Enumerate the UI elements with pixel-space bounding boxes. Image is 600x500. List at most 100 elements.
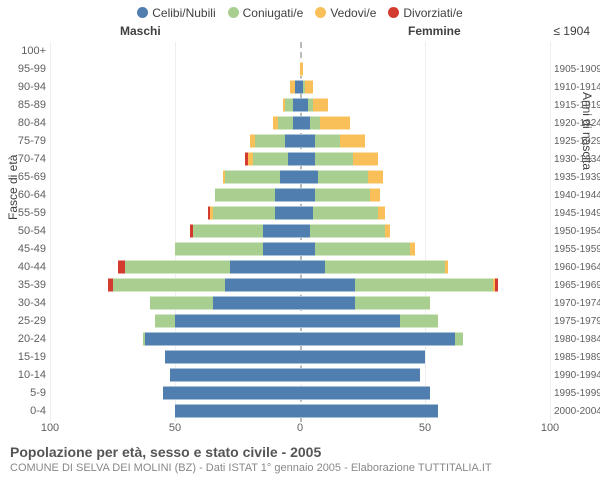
pyramid-row: 5-91995-1999 [50, 384, 550, 402]
segment-married [278, 116, 293, 130]
segment-widowed [353, 152, 378, 166]
pyramid-row: 75-791925-1929 [50, 132, 550, 150]
male-bar [50, 386, 300, 400]
segment-married [253, 152, 288, 166]
legend-swatch [137, 7, 148, 18]
segment-single [288, 152, 301, 166]
segment-married [355, 296, 430, 310]
age-label: 85-89 [0, 99, 50, 111]
x-tick: 0 [297, 422, 303, 434]
female-bar [300, 116, 550, 130]
bar-group [50, 278, 550, 292]
x-tick: 50 [169, 422, 181, 434]
segment-widowed [370, 188, 380, 202]
pyramid-row: 15-191985-1989 [50, 348, 550, 366]
bar-group [50, 170, 550, 184]
segment-married [255, 134, 285, 148]
birth-year-label: 1955-1959 [550, 244, 600, 255]
male-bar [50, 350, 300, 364]
age-label: 45-49 [0, 243, 50, 255]
birth-year-label: 1945-1949 [550, 208, 600, 219]
bar-group [50, 386, 550, 400]
male-bar [50, 206, 300, 220]
segment-single [170, 368, 300, 382]
segment-widowed [368, 170, 383, 184]
legend-label: Vedovi/e [330, 6, 376, 20]
legend-swatch [228, 7, 239, 18]
bar-group [50, 80, 550, 94]
bar-group [50, 314, 550, 328]
female-bar [300, 170, 550, 184]
segment-single [225, 278, 300, 292]
legend: Celibi/NubiliConiugati/eVedovi/eDivorzia… [0, 0, 600, 24]
segment-married [355, 278, 493, 292]
age-label: 65-69 [0, 171, 50, 183]
segment-married [315, 152, 353, 166]
male-bar [50, 404, 300, 418]
female-bar [300, 314, 550, 328]
segment-divorced [118, 260, 126, 274]
legend-label: Divorziati/e [403, 6, 462, 20]
male-bar [50, 80, 300, 94]
segment-widowed [313, 98, 328, 112]
segment-married [193, 224, 263, 238]
age-label: 100+ [0, 45, 50, 57]
birth-year-label: 1970-1974 [550, 298, 600, 309]
pyramid-row: 80-841920-1924 [50, 114, 550, 132]
segment-married [125, 260, 230, 274]
chart-subtitle: COMUNE DI SELVA DEI MOLINI (BZ) - Dati I… [10, 462, 590, 474]
segment-single [175, 314, 300, 328]
female-bar [300, 260, 550, 274]
segment-married [285, 98, 293, 112]
segment-married [313, 206, 378, 220]
bar-group [50, 134, 550, 148]
bar-group [50, 116, 550, 130]
male-bar [50, 314, 300, 328]
segment-married [155, 314, 175, 328]
segment-single [300, 170, 318, 184]
x-axis: 10050050100 [50, 422, 550, 438]
age-label: 15-19 [0, 351, 50, 363]
bar-group [50, 332, 550, 346]
female-bar [300, 278, 550, 292]
header-female: Femmine [408, 24, 461, 38]
bar-group [50, 368, 550, 382]
segment-single [280, 170, 300, 184]
pyramid-row: 90-941910-1914 [50, 78, 550, 96]
bar-group [50, 260, 550, 274]
birth-year-label: 1925-1929 [550, 136, 600, 147]
bar-group [50, 62, 550, 76]
pyramid-row: 85-891915-1919 [50, 96, 550, 114]
plot-area: 100+95-991905-190990-941910-191485-89191… [50, 42, 550, 422]
age-label: 95-99 [0, 63, 50, 75]
segment-single [300, 242, 315, 256]
x-tick: 100 [541, 422, 559, 434]
female-bar [300, 44, 550, 58]
column-headers: Maschi Femmine ≤ 1904 [0, 24, 600, 40]
birth-year-label: 1940-1944 [550, 190, 600, 201]
segment-married [175, 242, 263, 256]
segment-single [300, 296, 355, 310]
segment-single [300, 116, 310, 130]
segment-widowed [340, 134, 365, 148]
age-label: 5-9 [0, 387, 50, 399]
pyramid-row: 10-141990-1994 [50, 366, 550, 384]
segment-married [455, 332, 463, 346]
legend-swatch [315, 7, 326, 18]
segment-married [400, 314, 438, 328]
legend-swatch [388, 7, 399, 18]
pyramid-row: 0-42000-2004 [50, 402, 550, 420]
segment-widowed [300, 62, 303, 76]
header-male: Maschi [120, 24, 161, 38]
pyramid-row: 35-391965-1969 [50, 276, 550, 294]
bar-group [50, 350, 550, 364]
female-bar [300, 224, 550, 238]
birth-year-label: 1935-1939 [550, 172, 600, 183]
pyramid-row: 25-291975-1979 [50, 312, 550, 330]
birth-year-label: 1920-1924 [550, 118, 600, 129]
male-bar [50, 134, 300, 148]
birth-year-label: 1980-1984 [550, 334, 600, 345]
age-label: 90-94 [0, 81, 50, 93]
segment-single [263, 224, 301, 238]
segment-single [293, 98, 301, 112]
